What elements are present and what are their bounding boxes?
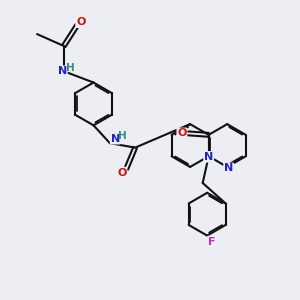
Text: O: O xyxy=(76,17,86,27)
Text: F: F xyxy=(208,236,215,247)
Text: N: N xyxy=(58,66,67,76)
Text: H: H xyxy=(66,63,75,73)
Text: O: O xyxy=(117,168,127,178)
Text: O: O xyxy=(177,128,187,138)
Text: N: N xyxy=(224,164,233,173)
Text: H: H xyxy=(118,131,127,141)
Text: N: N xyxy=(204,152,213,162)
Text: N: N xyxy=(111,134,120,144)
